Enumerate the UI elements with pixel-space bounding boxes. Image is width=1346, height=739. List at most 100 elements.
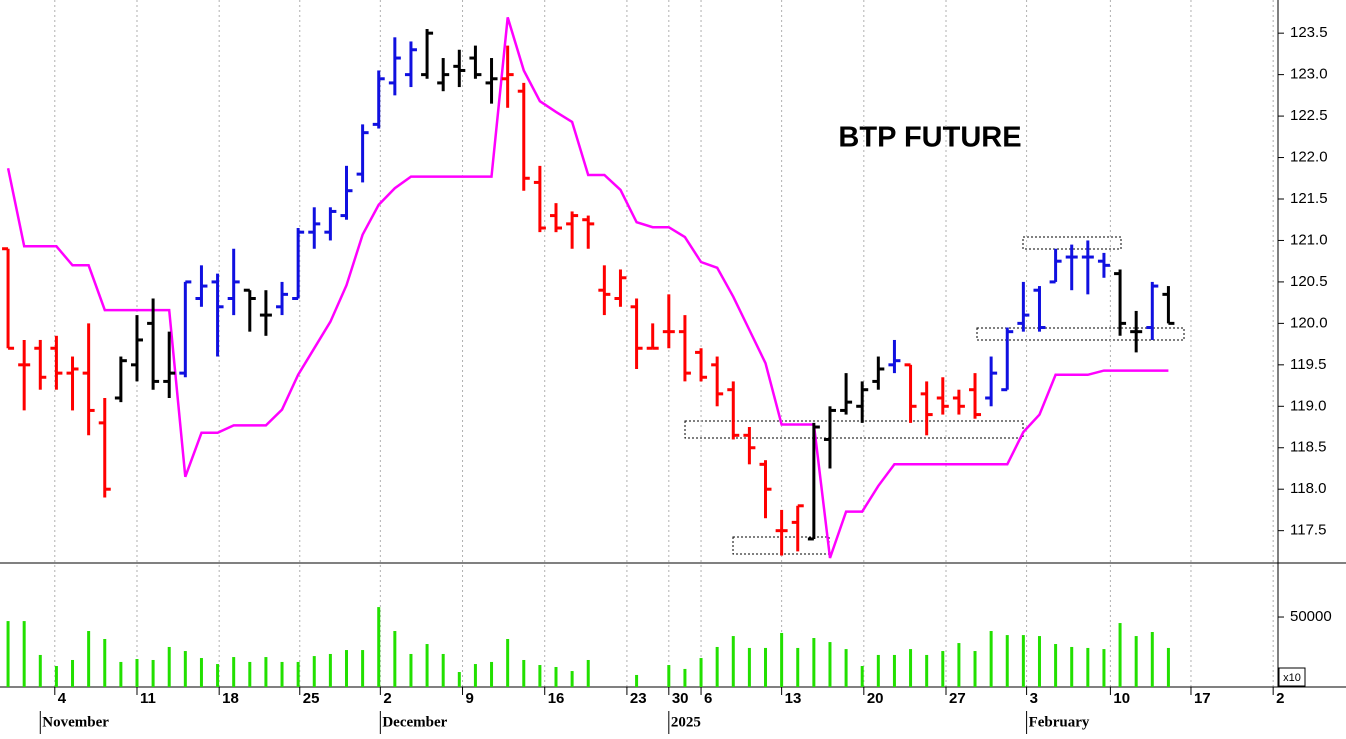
volume-bar <box>216 664 220 687</box>
volume-bar <box>344 650 348 687</box>
volume-bar <box>1102 649 1106 687</box>
range-box <box>1022 236 1122 250</box>
volume-bar <box>87 631 91 687</box>
volume-bar <box>522 659 526 687</box>
x-tick-label: 23 <box>630 690 647 707</box>
volume-bar <box>989 631 993 687</box>
volume-scale-label: x10 <box>1283 672 1301 684</box>
y-tick-label: 122.0 <box>1290 149 1328 166</box>
volume-bar <box>1118 623 1122 687</box>
volume-bar <box>409 653 413 687</box>
volume-bar <box>941 651 945 687</box>
volume-bar <box>167 646 171 687</box>
volume-bar <box>441 653 445 687</box>
volume-bar <box>425 644 429 687</box>
volume-bar <box>328 653 332 687</box>
x-tick-label: 9 <box>466 690 474 707</box>
month-label: December <box>382 714 447 730</box>
x-tick-label: 17 <box>1194 690 1211 707</box>
volume-bar <box>54 666 58 687</box>
volume-bar <box>119 661 123 687</box>
volume-bar <box>764 647 768 687</box>
volume-bar <box>103 638 107 687</box>
volume-bar <box>232 657 236 687</box>
volume-bar <box>860 666 864 687</box>
volume-bar <box>280 661 284 687</box>
volume-bar <box>925 654 929 687</box>
volume-bar <box>135 659 139 687</box>
volume-bar <box>715 646 719 687</box>
volume-bar <box>264 657 268 687</box>
volume-bar <box>1037 636 1041 687</box>
volume-bar <box>554 666 558 687</box>
y-tick-label: 119.5 <box>1290 356 1326 373</box>
volume-bar <box>570 671 574 687</box>
volume-bar <box>1005 635 1009 687</box>
x-tick-label: 10 <box>1113 690 1130 707</box>
volume-bar <box>1070 646 1074 687</box>
y-tick-label: 118.0 <box>1290 480 1326 497</box>
x-tick-label: 20 <box>867 690 884 707</box>
volume-bar <box>22 621 26 687</box>
x-tick-label: 16 <box>548 690 565 707</box>
volume-bar <box>490 661 494 687</box>
volume-bar <box>844 649 848 687</box>
range-box <box>684 420 1024 439</box>
volume-bar <box>957 643 961 687</box>
volume-bar <box>377 607 381 687</box>
volume-bar <box>635 674 639 687</box>
volume-bar <box>876 654 880 687</box>
volume-bar <box>506 638 510 687</box>
volume-bar <box>1021 635 1025 687</box>
y-tick-label: 120.0 <box>1290 314 1328 331</box>
volume-bar <box>586 659 590 687</box>
volume-bar <box>1134 636 1138 687</box>
y-tick-label: 121.5 <box>1290 190 1328 207</box>
volume-bar <box>199 658 203 687</box>
volume-bar <box>1054 644 1058 687</box>
volume-bar <box>828 642 832 687</box>
volume-bar <box>699 658 703 687</box>
volume-bar <box>667 665 671 687</box>
volume-bar <box>1166 647 1170 687</box>
x-tick-label: 27 <box>949 690 966 707</box>
volume-bar <box>393 631 397 687</box>
volume-bar <box>892 654 896 687</box>
x-tick-label: 6 <box>704 690 712 707</box>
volume-bar <box>248 661 252 687</box>
volume-bar <box>38 654 42 687</box>
volume-bar <box>909 649 913 687</box>
volume-bar <box>457 672 461 687</box>
x-tick-label: 13 <box>785 690 802 707</box>
y-tick-label: 123.0 <box>1290 66 1328 83</box>
y-tick-label: 119.0 <box>1290 397 1326 414</box>
volume-bar <box>151 659 155 687</box>
y-tick-label: 117.5 <box>1290 522 1326 539</box>
x-tick-label: 30 <box>672 690 689 707</box>
x-tick-label: 18 <box>222 690 239 707</box>
volume-bar <box>780 632 784 687</box>
volume-bar <box>296 661 300 687</box>
scale-box <box>1278 667 1306 687</box>
x-tick-label: 11 <box>140 690 156 707</box>
y-tick-label: 123.5 <box>1290 24 1328 41</box>
volume-bar <box>312 656 316 687</box>
x-tick-label: 4 <box>58 690 67 707</box>
volume-tick-label: 50000 <box>1290 608 1332 625</box>
x-tick-label: 2 <box>1276 690 1284 707</box>
volume-bar <box>473 664 477 687</box>
volume-bar <box>1086 647 1090 687</box>
x-tick-label: 25 <box>303 690 320 707</box>
volume-bar <box>796 647 800 687</box>
volume-bar <box>747 647 751 687</box>
stop-line <box>6 17 1169 559</box>
volume-bar <box>183 651 187 687</box>
y-tick-label: 118.5 <box>1290 439 1326 456</box>
volume-bar <box>361 650 365 687</box>
volume-bar <box>6 621 10 687</box>
volume-bar <box>71 659 75 687</box>
chart-title: BTP FUTURE <box>838 122 1021 154</box>
volume-bar <box>683 668 687 687</box>
